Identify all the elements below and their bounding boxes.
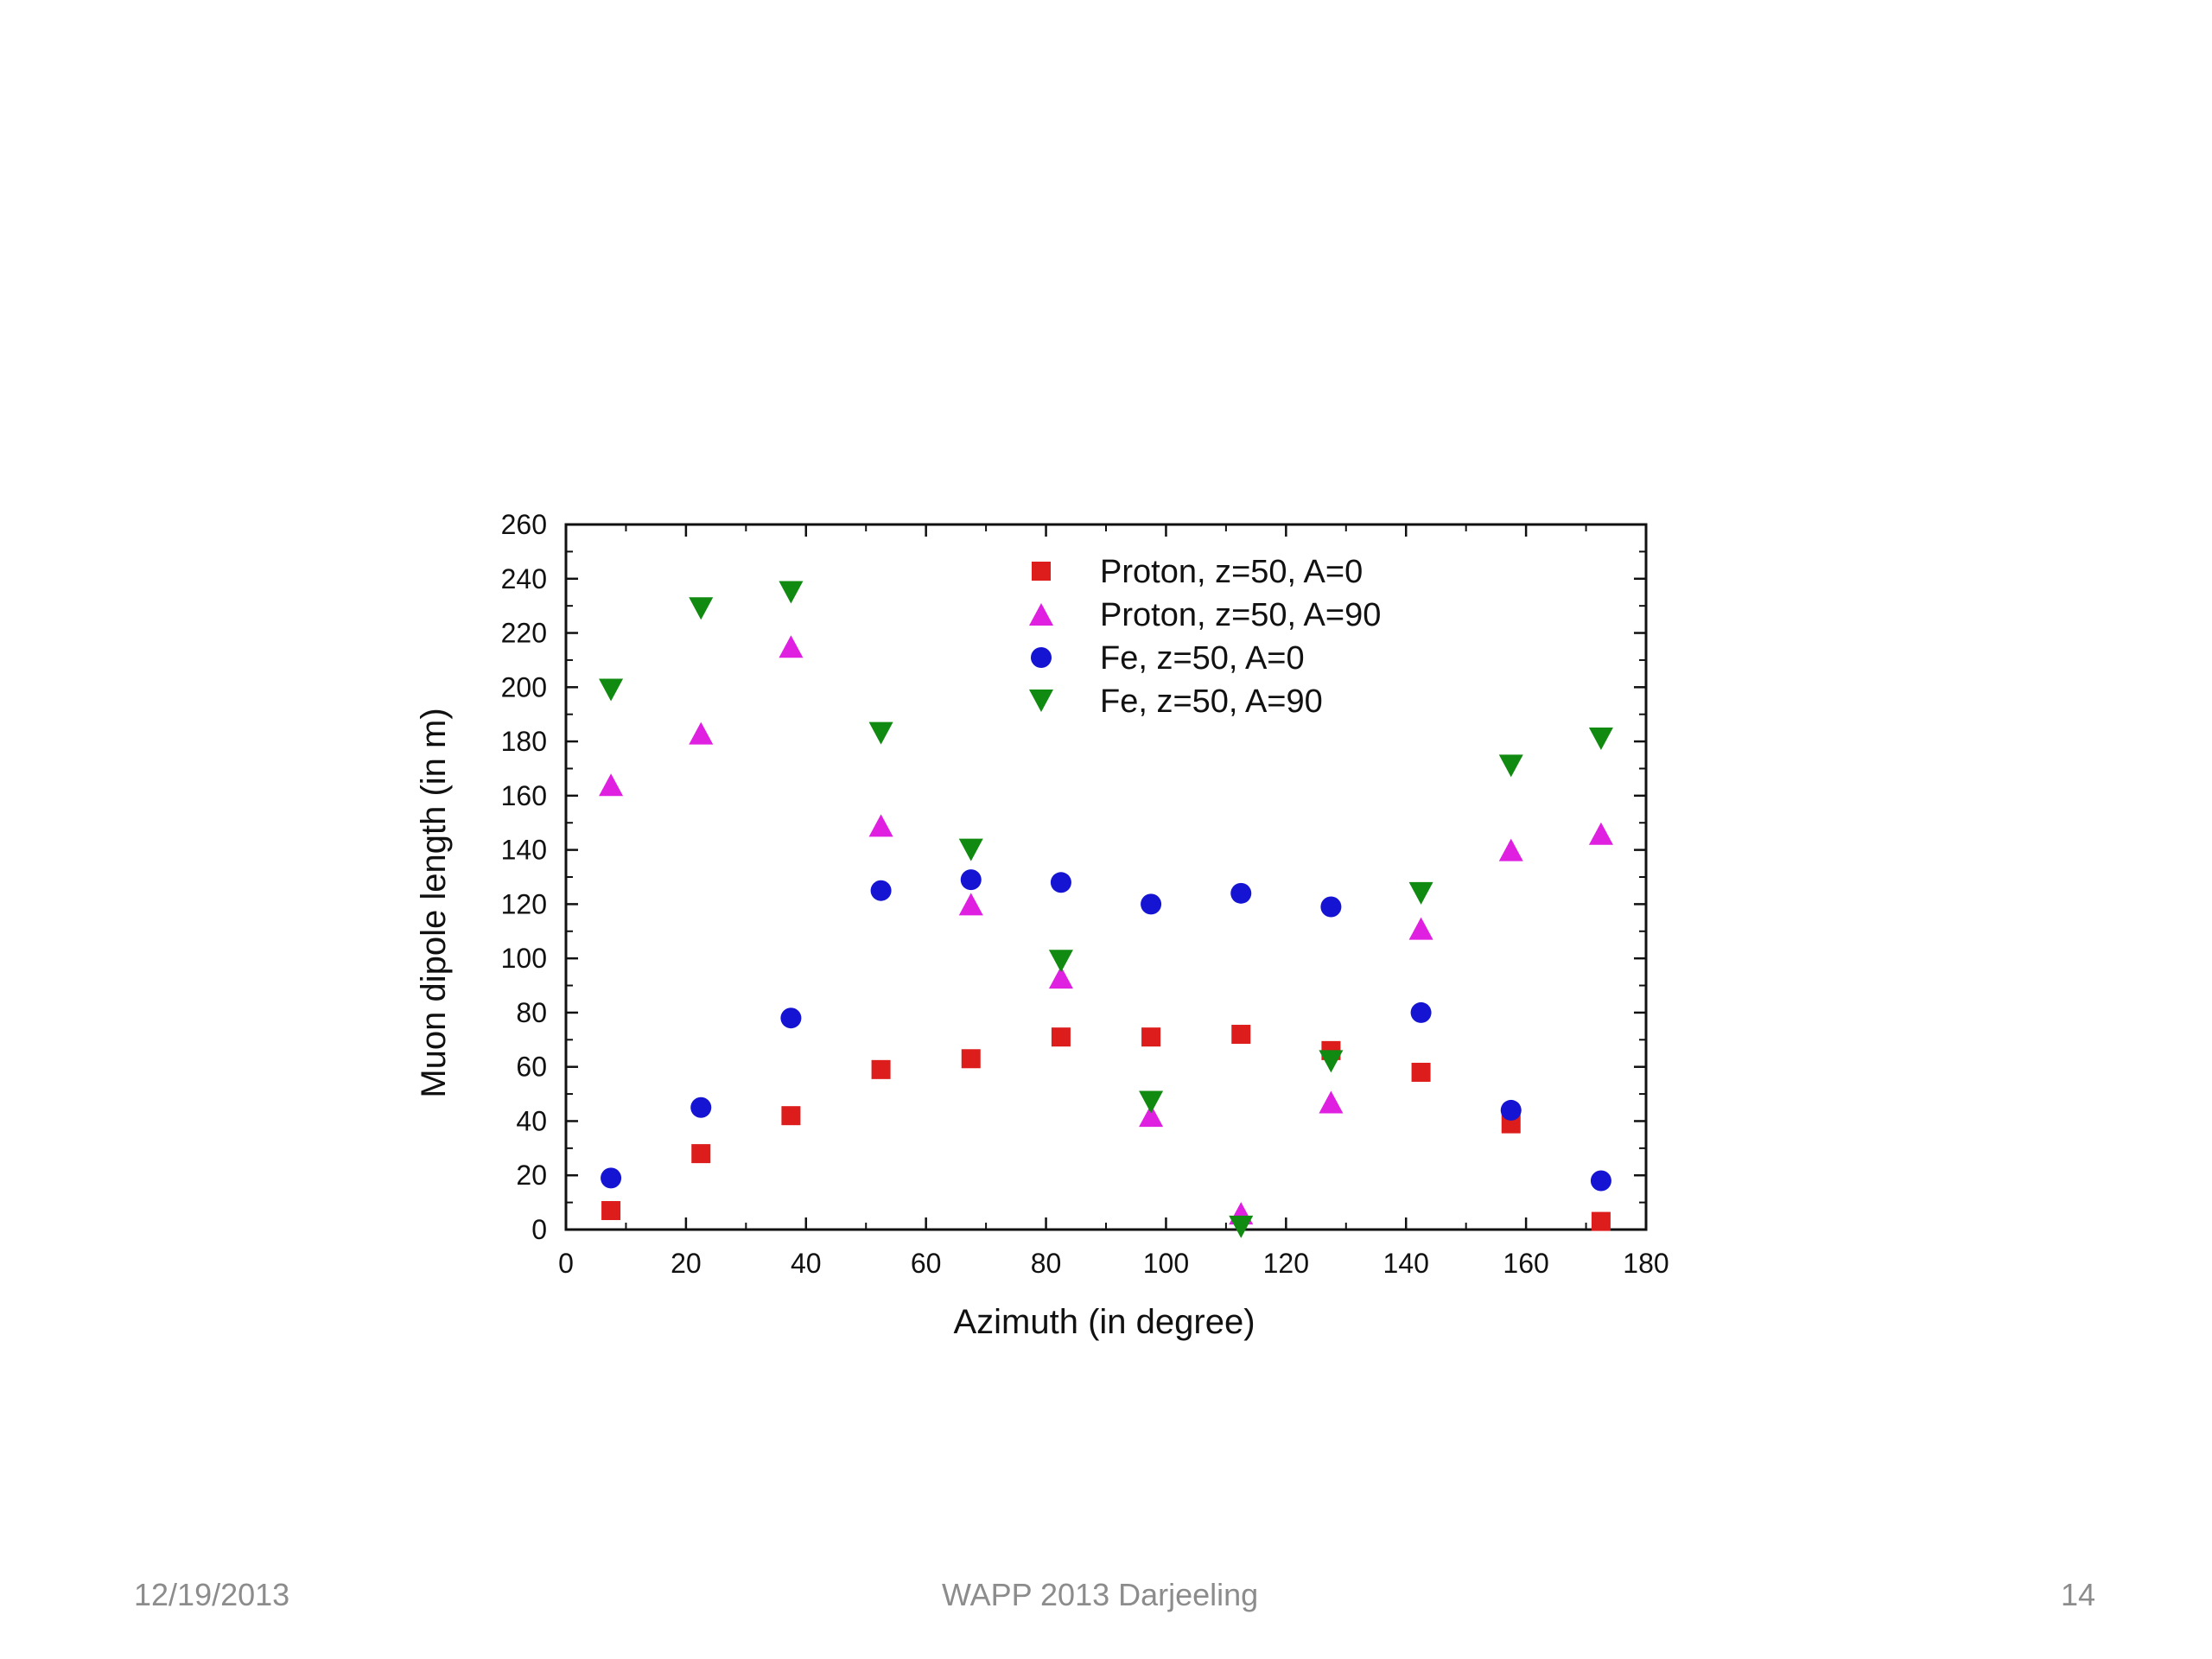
y-tick-label: 60 [516,1052,547,1083]
data-point [1498,754,1523,778]
data-point [870,880,892,901]
data-point [871,1059,891,1079]
y-tick-label: 20 [516,1160,547,1191]
y-tick-label: 100 [501,943,547,974]
data-point [1048,966,1073,989]
series-4 [599,581,1613,1238]
data-point [958,893,983,916]
x-axis-title: Azimuth (in degree) [953,1303,1255,1341]
y-tick-label: 0 [531,1214,547,1245]
y-tick-label: 120 [501,888,547,919]
data-point [601,1201,621,1221]
legend-item: Proton, z=50, A=0 [1032,554,1363,590]
x-tick-label: 60 [911,1248,942,1279]
data-point [1141,893,1162,915]
data-point [1229,1215,1254,1238]
data-point [1411,1062,1431,1082]
legend-marker [1032,562,1051,581]
y-tick-label: 160 [501,780,547,811]
legend-label: Proton, z=50, A=0 [1100,554,1363,590]
x-tick-label: 40 [791,1248,822,1279]
slide-number: 14 [2061,1577,2096,1612]
x-tick-label: 120 [1263,1248,1309,1279]
data-point [1139,1090,1164,1114]
data-point [1230,882,1252,904]
data-point [779,581,804,604]
series-3 [601,869,1611,1192]
data-point [1319,1090,1344,1114]
x-tick-label: 80 [1031,1248,1062,1279]
legend-label: Fe, z=50, A=90 [1100,683,1323,720]
data-point [780,1007,802,1029]
data-point [1408,917,1433,940]
y-tick-label: 200 [501,671,547,702]
data-point [781,1106,801,1126]
y-tick-label: 240 [501,563,547,594]
x-axis: 0 20 40 60 80 100 120 140 160 180 [558,524,1669,1279]
data-point [1319,1050,1344,1073]
data-point [779,635,804,658]
data-point [868,721,893,745]
data-point [689,597,714,620]
data-point [1231,1025,1251,1045]
series-2 [599,635,1613,1225]
y-tick-label: 260 [501,509,547,540]
legend-marker [1029,603,1053,626]
x-tick-label: 180 [1623,1248,1669,1279]
legend-marker [1029,690,1053,712]
y-tick-label: 220 [501,618,547,649]
data-point [958,838,983,861]
data-point [960,869,982,891]
y-tick-label: 140 [501,835,547,866]
x-tick-label: 140 [1383,1248,1429,1279]
footer-date: 12/19/2013 [134,1577,290,1612]
series-1 [601,1025,1611,1231]
data-point [599,773,624,797]
data-point [1588,822,1613,845]
x-tick-label: 20 [671,1248,702,1279]
data-point [1048,950,1073,973]
data-point [1410,1001,1432,1023]
data-point [1320,896,1342,918]
data-point [689,721,714,745]
legend-marker [1031,647,1052,668]
data-point [1498,838,1523,861]
legend: Proton, z=50, A=0 Proton, z=50, A=90 Fe, z… [1029,554,1381,720]
legend-item: Fe, z=50, A=90 [1029,683,1323,720]
y-tick-label: 180 [501,726,547,757]
legend-label: Proton, z=50, A=90 [1100,597,1381,633]
data-point [1051,1027,1071,1047]
data-point [961,1049,981,1069]
data-point [601,1167,622,1189]
data-point [868,814,893,837]
data-point [1141,1027,1161,1047]
y-tick-label: 80 [516,997,547,1028]
data-point [1590,1170,1611,1192]
data-point [1408,881,1433,905]
legend-label: Fe, z=50, A=0 [1100,640,1305,677]
data-point [690,1096,712,1118]
x-tick-label: 160 [1503,1248,1548,1279]
x-tick-label: 0 [558,1248,574,1279]
legend-item: Proton, z=50, A=90 [1029,597,1381,633]
footer-event-title: WAPP 2013 Darjeeling [942,1577,1259,1612]
y-axis-title: Muon dipole length (in m) [415,708,453,1097]
y-tick-label: 40 [516,1105,547,1136]
data-point [1139,1104,1164,1128]
data-point [1500,1099,1522,1121]
data-point [599,678,624,702]
y-axis: 0 20 40 60 80 100 120 140 160 180 200 220 240 260 [501,509,1646,1245]
data-points [599,581,1613,1238]
data-point [1588,727,1613,750]
data-point [691,1144,711,1164]
data-point [1591,1211,1611,1231]
legend-item: Fe, z=50, A=0 [1031,640,1305,677]
data-point [1050,872,1071,893]
x-tick-label: 100 [1143,1248,1189,1279]
